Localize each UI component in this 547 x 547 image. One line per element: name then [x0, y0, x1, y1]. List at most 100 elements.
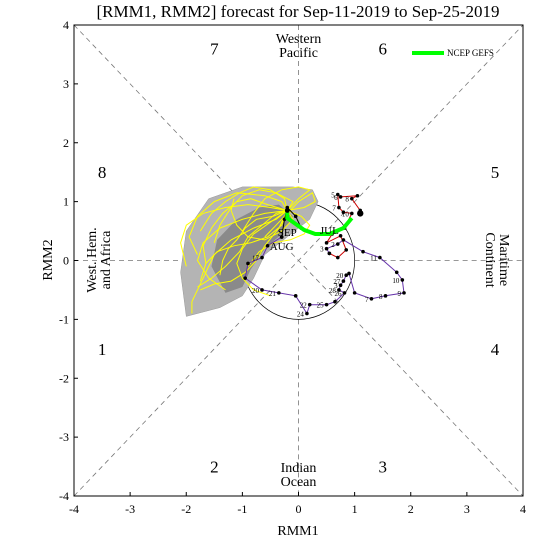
- ensemble-member-line: [236, 210, 288, 297]
- ensemble-spread: [180, 186, 319, 317]
- ensemble-mean-line: [285, 210, 354, 236]
- ensemble-members: [180, 186, 316, 314]
- august-track-point: [338, 283, 343, 288]
- september-track-point: [279, 235, 284, 239]
- july-track-point: [350, 211, 354, 216]
- phase-number-5: 5: [491, 163, 500, 182]
- y-tick-label: -3: [59, 430, 69, 444]
- region-western-pacific-line: Western: [276, 32, 322, 47]
- september-track-point: [293, 214, 298, 219]
- y-axis-label: RMM2: [41, 239, 56, 280]
- august-track-point: [293, 294, 298, 298]
- august-track-point: [402, 291, 406, 295]
- august-track-point: [327, 251, 332, 256]
- august-track-day-label: 3: [334, 282, 338, 290]
- july-track-point: [338, 195, 343, 199]
- ensemble-member-line: [199, 186, 288, 232]
- august-track-point: [341, 279, 346, 283]
- legend-label: NCEP GEFS: [447, 48, 494, 58]
- y-tick-label: 4: [63, 18, 69, 32]
- july-track-day-label: 10: [342, 210, 350, 218]
- august-track-day-label: 24: [297, 310, 305, 318]
- x-tick-label: 3: [464, 502, 470, 516]
- region-west-hem-africa-line: West. Hem.: [85, 227, 100, 292]
- august-track-point: [324, 302, 329, 307]
- x-tick-label: 1: [352, 502, 358, 516]
- phase-number-7: 7: [210, 40, 219, 59]
- y-tick-label: -2: [59, 371, 69, 385]
- august-track-point: [347, 271, 351, 276]
- y-tick-label: 0: [63, 254, 69, 268]
- august-track-day-label: 25: [317, 302, 325, 310]
- x-tick-label: -1: [237, 502, 247, 516]
- phase-number-4: 4: [491, 340, 500, 359]
- august-track-day-label: 26: [335, 290, 343, 298]
- ensemble-member-line: [197, 210, 288, 288]
- july-track-point: [324, 241, 329, 245]
- month-label: JUL: [320, 225, 339, 237]
- august-track-point: [243, 276, 247, 280]
- ensemble-member-line: [219, 210, 288, 276]
- phase-labels: JUL AUG SEP 1 2 3 4 5 6 7 8 Western Pacific Indian Oce…: [85, 32, 511, 490]
- august-track-day-label: 17: [252, 255, 260, 263]
- ensemble-member-line: [213, 189, 294, 243]
- y-tick-label: 3: [63, 77, 69, 91]
- region-western-pacific-line: Pacific: [279, 46, 318, 61]
- august-track-day-label: 20: [336, 272, 344, 280]
- august-track-point: [265, 243, 270, 248]
- region-maritime-continent: MaritimeContinent: [482, 232, 511, 287]
- diagonal-guide: [73, 24, 524, 497]
- august-track-point: [400, 278, 405, 282]
- y-tick-label: 2: [63, 136, 69, 150]
- region-indian-ocean-line: Indian: [281, 461, 317, 476]
- spread-inner: [211, 204, 293, 293]
- region-maritime-continent-line: Continent: [482, 232, 497, 287]
- ensemble-member-line: [247, 210, 311, 267]
- august-track-point: [307, 302, 312, 307]
- august-track-point: [333, 299, 337, 304]
- july-track-point: [335, 255, 340, 260]
- ensemble-member-line: [202, 198, 288, 264]
- august-track-point: [277, 291, 281, 295]
- month-label: SEP: [278, 227, 297, 239]
- july-track-point: [355, 193, 360, 198]
- region-western-pacific: Western Pacific: [276, 32, 322, 61]
- ensemble-member-line: [196, 210, 288, 291]
- phase-number-6: 6: [378, 40, 387, 59]
- phase-number-2: 2: [210, 458, 219, 477]
- august-track-point: [260, 255, 264, 260]
- ensemble-member-line: [188, 192, 288, 255]
- phase-number-8: 8: [98, 163, 107, 182]
- x-tick-label: 2: [408, 502, 414, 516]
- x-tick-label: -4: [69, 502, 79, 516]
- august-track-point: [335, 242, 340, 246]
- forecast-start-point: [284, 208, 290, 213]
- july-track-point: [338, 233, 343, 238]
- ensemble-member-line: [264, 192, 316, 238]
- august-track-point: [246, 261, 250, 266]
- phase-number-1: 1: [98, 340, 107, 359]
- august-track-day-label: 8: [379, 293, 383, 301]
- august-track-point: [260, 288, 264, 292]
- july-track-point: [341, 210, 346, 215]
- x-axis-label: RMM1: [277, 524, 318, 539]
- july-track-point: [350, 196, 354, 201]
- august-track-line: [244, 236, 405, 315]
- month-label: AUG: [270, 241, 294, 253]
- x-tick-label: -2: [181, 502, 191, 516]
- region-west-hem-africa-line: and Africa: [99, 230, 114, 289]
- y-tick-label: 1: [63, 195, 69, 209]
- august-track-point: [341, 238, 346, 242]
- august-track-point: [378, 255, 382, 260]
- region-indian-ocean: Indian Ocean: [281, 461, 317, 490]
- august-track-day-label: 9: [398, 290, 402, 298]
- august-track-point: [383, 294, 388, 298]
- august-track-day-label: 27: [333, 278, 341, 286]
- july-track-day-label: 7: [332, 205, 336, 213]
- august-track-day-label: 7: [365, 296, 369, 304]
- legend: NCEP GEFS: [412, 48, 494, 58]
- ensemble-member-line: [241, 186, 311, 232]
- august-track-point: [394, 270, 399, 275]
- phase-number-3: 3: [378, 458, 387, 477]
